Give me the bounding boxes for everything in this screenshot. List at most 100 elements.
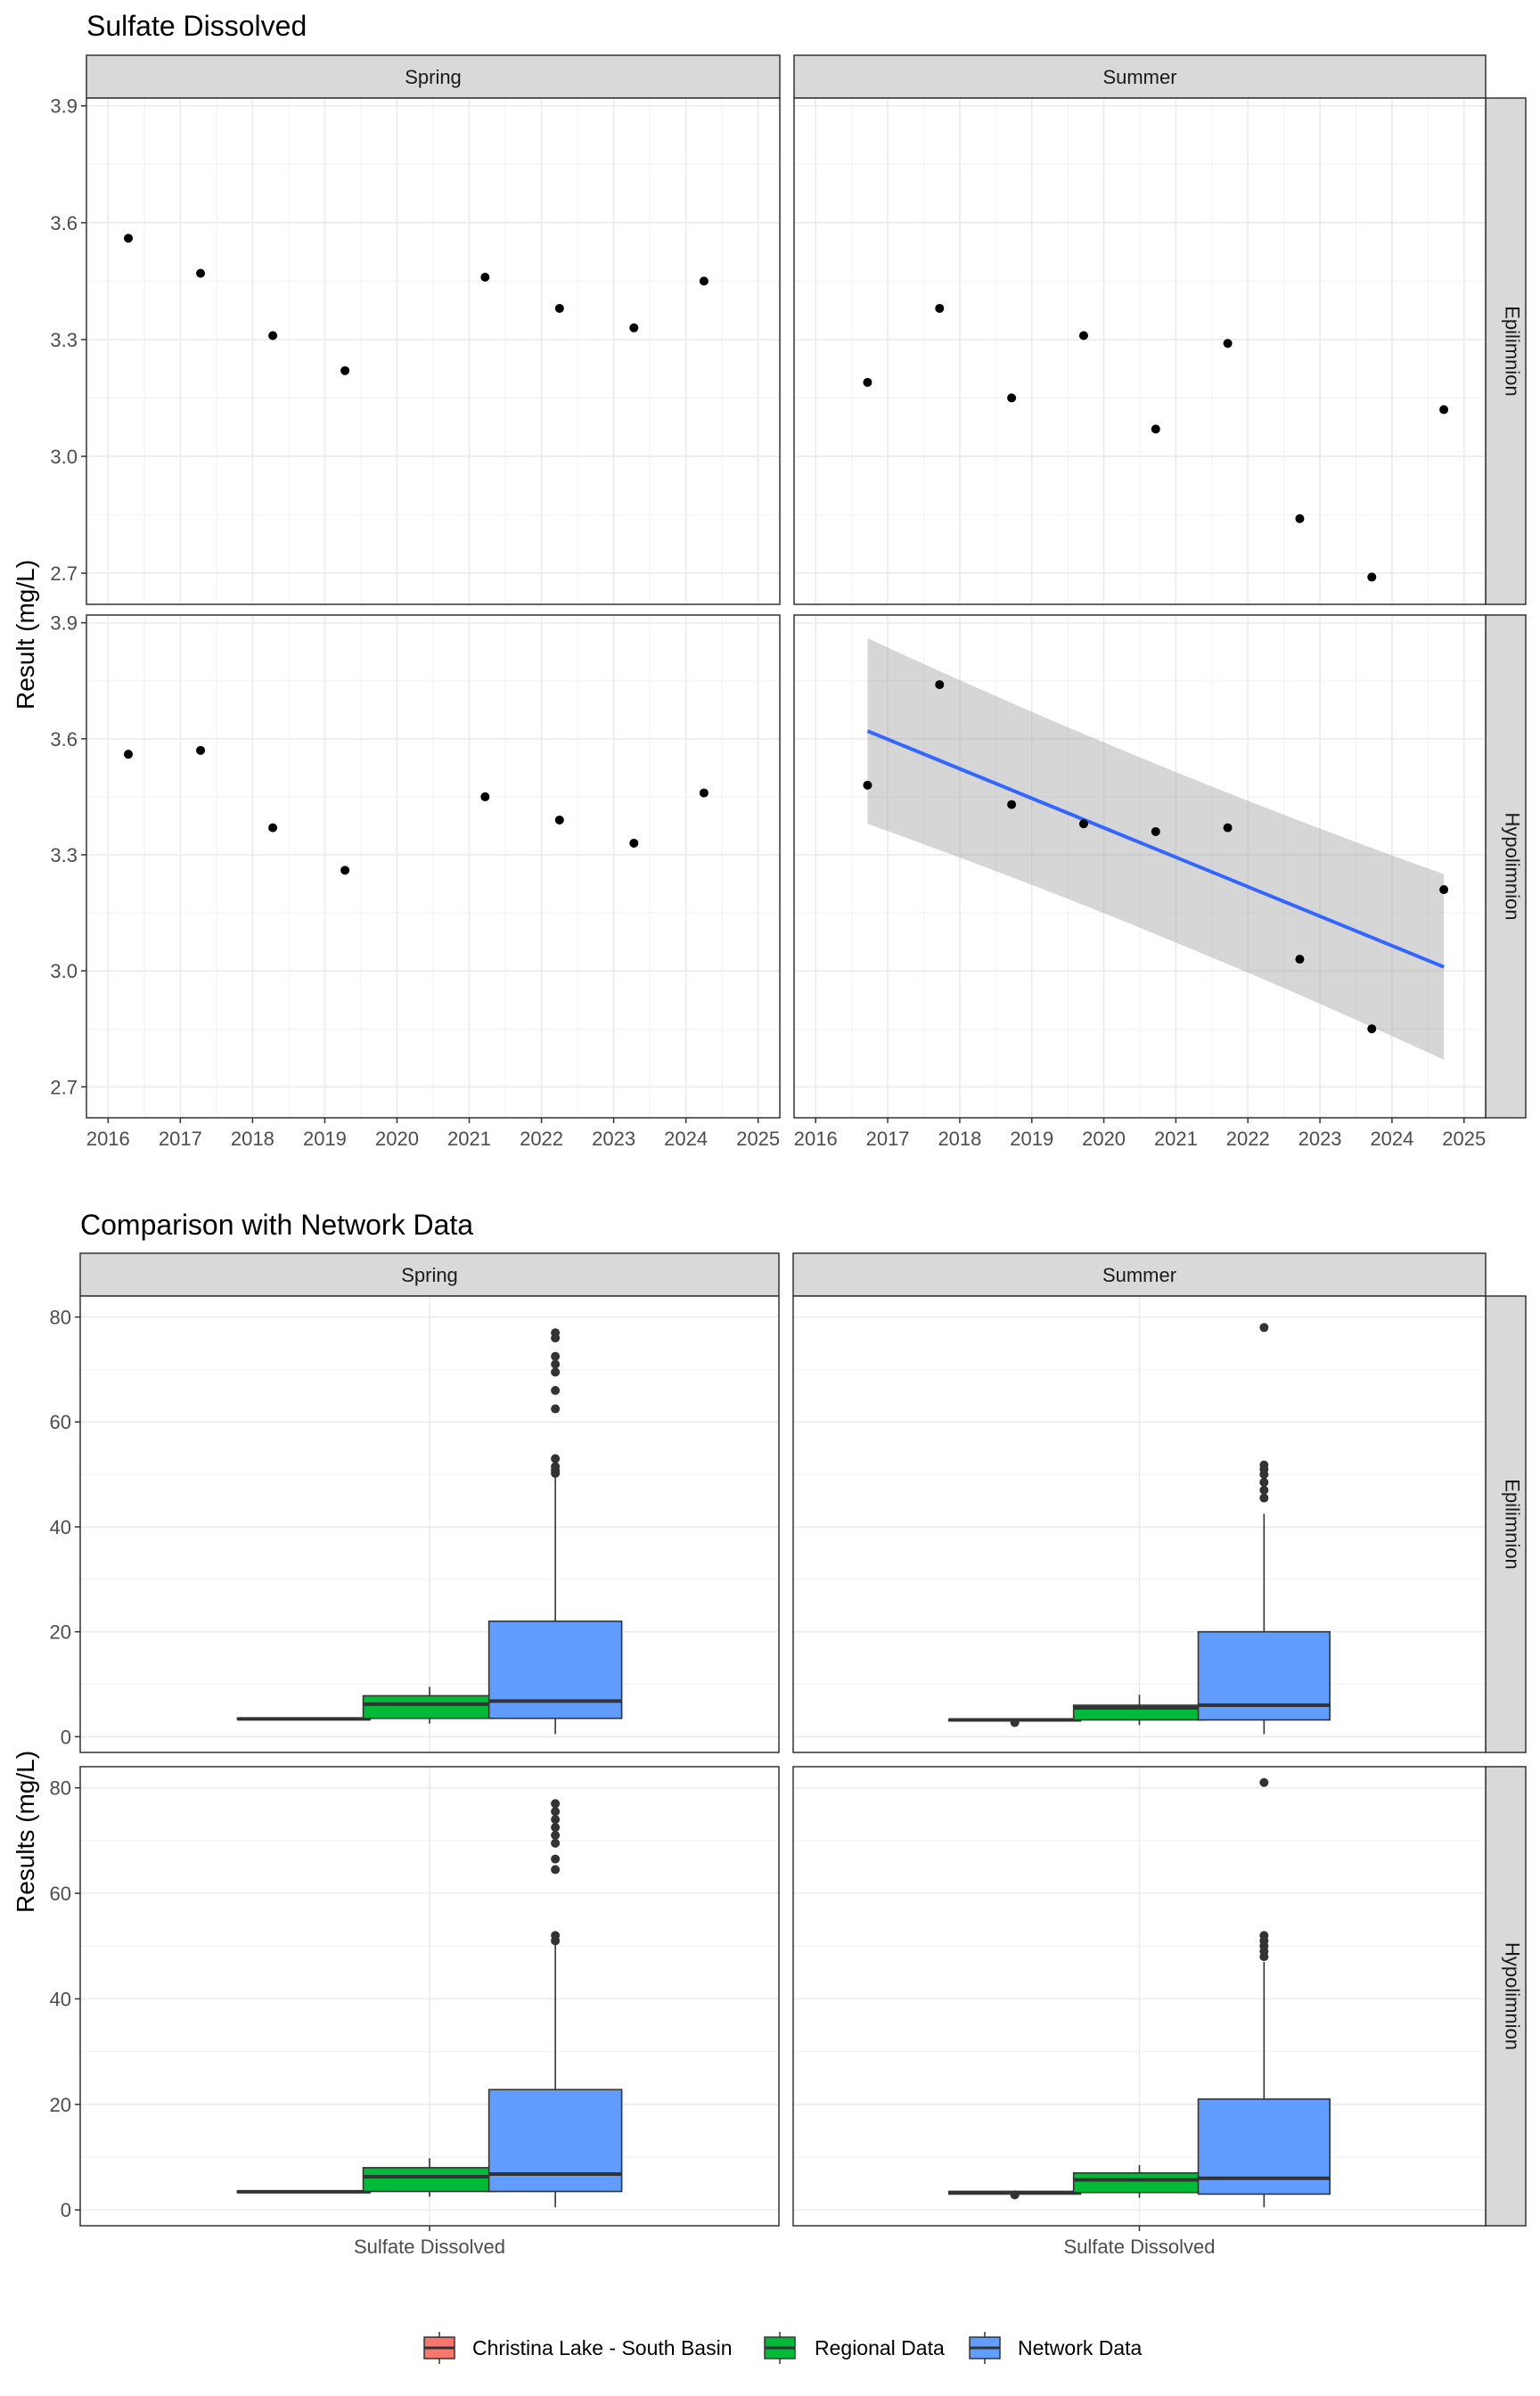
panel-border — [86, 97, 781, 605]
chart-2-title: Comparison with Network Data — [80, 1209, 473, 1241]
outlier-point — [551, 1854, 561, 1864]
data-point — [554, 303, 564, 313]
x-tick-label: 2019 — [1010, 1128, 1053, 1150]
box-panel: 0 20 40 60 80 — [50, 1295, 780, 1753]
chart-1-title: Sulfate Dissolved — [86, 10, 307, 42]
data-point — [1151, 826, 1160, 836]
boxplot — [236, 2189, 372, 2194]
data-point — [1367, 1024, 1377, 1034]
y-tick-label: 80 — [50, 1777, 71, 1800]
data-point — [629, 838, 639, 848]
data-point — [1367, 572, 1377, 582]
data-point — [124, 750, 134, 759]
legend-label: Regional Data — [815, 2336, 945, 2359]
legend-item: Network Data — [969, 2332, 1143, 2364]
outlier-point — [551, 1799, 561, 1809]
facet-strip-summer — [792, 1252, 1487, 1297]
boxplot — [1197, 1323, 1331, 1735]
x-tick-label: 2017 — [866, 1128, 910, 1150]
outlier-point — [551, 1454, 561, 1464]
x-tick-label: 2025 — [736, 1128, 780, 1150]
y-tick-label: 3.9 — [50, 95, 78, 118]
panel-border — [86, 614, 781, 1119]
data-point — [1295, 955, 1305, 964]
chart-2-ylabel: Results (mg/L) — [12, 1751, 39, 1913]
box-panel — [792, 1295, 1487, 1753]
x-tick-label: 2023 — [1298, 1128, 1342, 1150]
scatter-panels: Spring Summer Epilimnion Hypolimnion 2.7 3.0 3… — [50, 54, 1527, 1150]
outlier-point — [1259, 1460, 1269, 1470]
y-tick-label: 60 — [50, 1411, 71, 1433]
panel-border — [79, 1295, 780, 1753]
data-point — [268, 331, 278, 341]
x-tick-label: 2024 — [1370, 1128, 1413, 1150]
box — [362, 2167, 497, 2193]
data-point — [268, 823, 278, 833]
facet-strip-label: Hypolimnion — [1502, 812, 1524, 920]
boxplot — [1197, 1777, 1331, 2208]
data-point — [1151, 424, 1160, 434]
x-tick-label: 2021 — [1154, 1128, 1198, 1150]
x-tick-label: 2022 — [1226, 1128, 1270, 1150]
box — [487, 1621, 623, 1719]
outlier-point — [551, 1359, 561, 1369]
outlier-point — [551, 1931, 561, 1941]
outlier-point — [551, 1367, 561, 1377]
y-tick-label: 3.6 — [50, 728, 78, 751]
x-tick-label: 2018 — [231, 1128, 274, 1150]
data-point — [1078, 819, 1088, 829]
y-tick-label: 20 — [50, 1621, 71, 1644]
outlier-point — [551, 1830, 561, 1840]
y-tick-label: 3.3 — [50, 844, 78, 866]
data-point — [863, 780, 872, 790]
data-point — [935, 680, 945, 690]
boxplot — [362, 2158, 497, 2197]
data-point — [480, 272, 490, 282]
x-tick-label: 2025 — [1442, 1128, 1486, 1150]
legend-item: Christina Lake - South Basin — [423, 2332, 733, 2364]
data-point — [1078, 331, 1088, 341]
x-tick-label: 2017 — [159, 1128, 202, 1150]
outlier-point — [1259, 1477, 1269, 1487]
outlier-point — [1259, 1777, 1269, 1787]
x-tick-label: 2021 — [447, 1128, 491, 1150]
data-point — [1439, 885, 1449, 895]
facet-strip-label: Hypolimnion — [1502, 1942, 1524, 2050]
y-tick-label: 3.3 — [50, 329, 78, 351]
data-point — [1223, 339, 1233, 349]
box-panel: Sulfate Dissolved — [792, 1766, 1487, 2258]
outlier-point — [551, 1385, 561, 1395]
data-point — [1007, 393, 1017, 403]
facet-strip-label: Epilimnion — [1502, 306, 1524, 397]
data-point — [554, 815, 564, 825]
panel-border — [792, 1295, 1487, 1753]
outlier-point — [1010, 1718, 1020, 1727]
outlier-point — [1259, 1485, 1269, 1495]
panel-border — [793, 97, 1487, 605]
y-tick-label: 0 — [61, 2199, 71, 2221]
legend-item: Regional Data — [764, 2332, 945, 2364]
y-tick-label: 40 — [50, 1516, 71, 1539]
legend-label: Network Data — [1018, 2336, 1143, 2359]
data-point — [196, 268, 206, 278]
box-panels: Spring Summer Epilimnion Hypolimnion 0 20 40 60… — [50, 1252, 1527, 2258]
scatter-panel: 2.7 3.0 3.3 3.6 3.9 2016 2017 2018 2019 2020 2021 2… — [50, 612, 781, 1150]
data-point — [124, 234, 134, 243]
data-point — [1295, 513, 1305, 523]
x-tick-label: 2022 — [520, 1128, 563, 1150]
outlier-point — [551, 1865, 561, 1875]
box — [1072, 2172, 1207, 2194]
box — [362, 1694, 497, 1719]
outlier-point — [551, 1838, 561, 1848]
x-tick-label: 2016 — [794, 1128, 838, 1150]
data-point — [629, 323, 639, 332]
data-point — [1439, 405, 1449, 414]
y-tick-label: 3.0 — [50, 960, 78, 982]
facet-strip-summer — [793, 54, 1487, 99]
boxplot — [487, 1328, 623, 1735]
facet-strip-epilimnion — [1485, 97, 1527, 605]
outlier-point — [551, 1404, 561, 1414]
chart-1-ylabel: Result (mg/L) — [12, 560, 39, 710]
x-tick-label: 2020 — [1082, 1128, 1126, 1150]
x-tick-label: 2016 — [86, 1128, 130, 1150]
